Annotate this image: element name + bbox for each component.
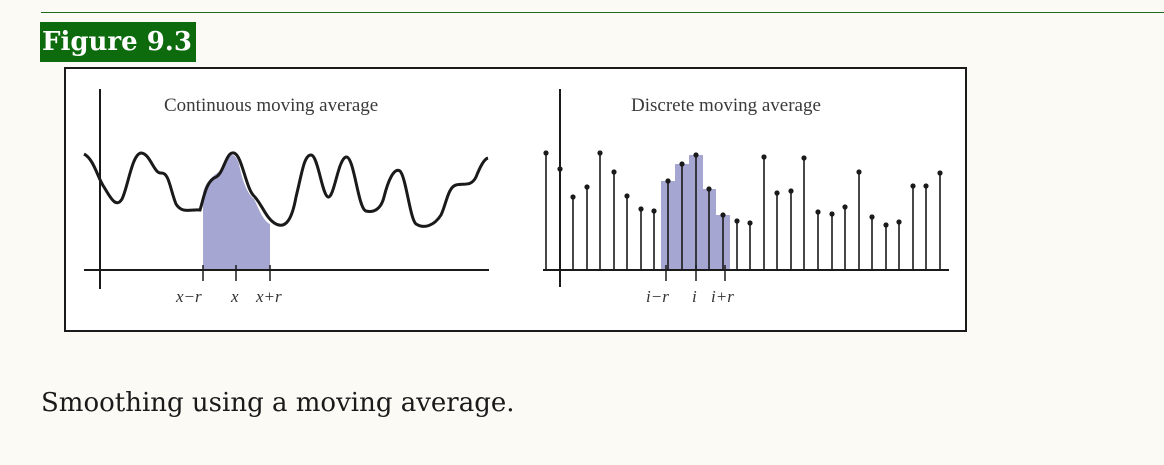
discrete-sample-point xyxy=(706,186,712,192)
discrete-sample-point xyxy=(679,161,685,167)
discrete-sample-point xyxy=(693,152,699,158)
figure-caption: Smoothing using a moving average. xyxy=(41,388,515,418)
discrete-sample-point xyxy=(829,211,835,217)
discrete-sample-point xyxy=(720,212,726,218)
top-divider xyxy=(41,12,1164,13)
discrete-sample-point xyxy=(801,155,807,161)
discrete-sample-point xyxy=(747,220,753,226)
figure-label: Figure 9.3 xyxy=(40,22,196,62)
discrete-sample-point xyxy=(923,183,929,189)
discrete-sample-point xyxy=(557,166,563,172)
discrete-sample-point xyxy=(774,190,780,196)
discrete-sample-point xyxy=(638,206,644,212)
continuous-tick-label-center: x xyxy=(230,287,239,306)
discrete-sample-point xyxy=(570,194,576,200)
continuous-tick-label-right: x+r xyxy=(255,287,282,306)
discrete-sample-point xyxy=(896,219,902,225)
discrete-tick-label-left: i−r xyxy=(646,287,669,306)
discrete-sample-point xyxy=(842,204,848,210)
discrete-sample-point xyxy=(597,150,603,156)
discrete-sample-point xyxy=(624,193,630,199)
continuous-curve xyxy=(83,151,489,228)
discrete-samples xyxy=(543,150,943,270)
discrete-tick-label-right: i+r xyxy=(711,287,734,306)
discrete-sample-point xyxy=(734,218,740,224)
discrete-panel: Discrete moving average i−r i i+r xyxy=(543,89,949,306)
continuous-panel-title: Continuous moving average xyxy=(164,95,378,116)
discrete-sample-point xyxy=(910,183,916,189)
discrete-sample-point xyxy=(815,209,821,215)
discrete-tick-label-center: i xyxy=(692,287,697,306)
discrete-sample-point xyxy=(611,169,617,175)
continuous-tick-label-left: x−r xyxy=(175,287,202,306)
discrete-sample-point xyxy=(937,170,943,176)
discrete-sample-point xyxy=(869,214,875,220)
discrete-sample-point xyxy=(856,169,862,175)
discrete-sample-point xyxy=(788,188,794,194)
discrete-sample-point xyxy=(883,222,889,228)
discrete-sample-point xyxy=(543,150,549,156)
discrete-sample-point xyxy=(761,154,767,160)
continuous-shaded-area xyxy=(203,154,270,270)
discrete-panel-title: Discrete moving average xyxy=(631,95,821,116)
continuous-panel: Continuous moving average x−r x x+r xyxy=(83,89,489,306)
discrete-sample-point xyxy=(651,208,657,214)
discrete-sample-point xyxy=(584,184,590,190)
figure-image: Continuous moving average x−r x x+r Disc… xyxy=(64,67,967,332)
discrete-sample-point xyxy=(665,178,671,184)
